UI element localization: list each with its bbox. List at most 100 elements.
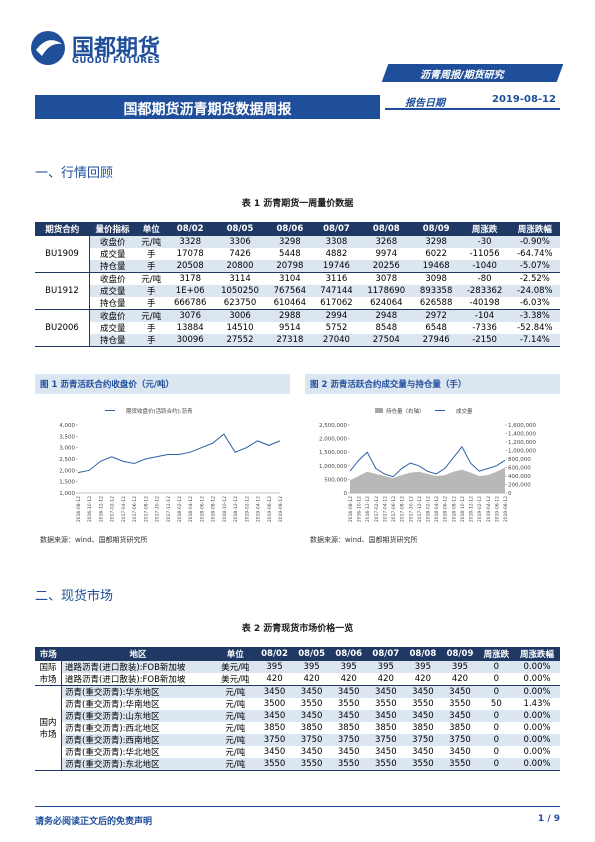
x-tick-label: 2018-12-12 <box>233 496 239 522</box>
table-cell: 持仓量 <box>89 297 136 310</box>
x-tick-label: 2018-02-12 <box>426 496 432 522</box>
table: 期货合约 量价指标 单位 08/02 08/05 08/06 08/07 08/08 08/09… <box>35 222 560 347</box>
footer-rule <box>35 806 560 807</box>
table-cell: 3450 <box>337 747 360 757</box>
table-row: BU1912 收盘价 元/吨 3178 3114 3104 3116 3078 3098 -80-… <box>35 272 560 310</box>
x-tick-label: 2018-12-12 <box>469 496 475 522</box>
table-cell: -7336 <box>472 323 497 333</box>
column-header: 08/08 <box>404 647 442 661</box>
table-cell: 0 <box>478 685 515 698</box>
table-cell: 手 <box>146 250 156 260</box>
table-cell: 420 <box>255 673 294 686</box>
table-cell: 9974 <box>375 249 398 259</box>
x-tick-label: 2017-10-12 <box>155 496 161 522</box>
table-cell: 收盘价 <box>100 275 126 285</box>
table-cell: 持仓量 <box>89 334 136 347</box>
table-cell: 420 <box>293 673 331 686</box>
table-cell: 3450 <box>330 685 368 698</box>
x-tick-label: 2018-04-12 <box>188 496 194 522</box>
table-cell: 3450 <box>441 685 479 698</box>
column-header: 周涨跌 <box>459 222 510 236</box>
y2-tick-label: 400,000 <box>508 474 531 480</box>
table-cell: 3450 <box>367 685 405 698</box>
x-tick-label: 2016-08-12 <box>76 496 82 522</box>
table-cell: 3450 <box>255 710 294 722</box>
table-cell: 3450 <box>449 747 471 757</box>
y-tick-label: 3,000 <box>59 446 75 452</box>
table-row: 国内市场 沥青(重交沥青):华东地区 元/吨 3450 3450 3450 3450 3450… <box>35 685 560 771</box>
table-cell: 美元/吨 <box>214 673 256 686</box>
table-cell: 0 <box>493 747 500 757</box>
header-row: 市场 地区 单位 08/02 08/05 08/06 08/07 08/08 08/09 周涨跌周… <box>35 647 560 661</box>
table-cell: 624064 <box>359 297 413 310</box>
table-cell: 1050250 <box>213 285 267 297</box>
table-cell: 3550 <box>449 699 471 709</box>
table-cell: 0 <box>478 673 515 686</box>
table-cell: 420 <box>330 673 368 686</box>
table-cell: 666786 <box>166 297 214 310</box>
table-cell: 27946 <box>412 334 460 347</box>
table-cell: -11056 <box>469 249 500 259</box>
table-cell: -40198 <box>459 297 510 310</box>
table-cell: 元/吨 <box>135 236 167 248</box>
table-cell: -6.03% <box>509 297 560 310</box>
group-label: BU2006 <box>35 309 90 347</box>
table-cell: 元/吨 <box>225 724 246 734</box>
group-label: 国内市场 <box>35 685 62 771</box>
table-cell: 617062 <box>313 297 360 310</box>
y2-tick-label: 800,000 <box>508 457 531 463</box>
table-cell: 3104 <box>279 274 301 284</box>
table-cell: 0.00% <box>514 685 560 698</box>
table-cell: 持仓量 <box>89 260 136 273</box>
x-tick-label: 2016-12-12 <box>365 496 371 522</box>
y2-tick-label: 200,000 <box>508 483 531 489</box>
column-header: 08/09 <box>441 647 479 661</box>
x-tick-label: 2016-10-12 <box>357 496 363 522</box>
table-cell: 道路沥青(进口散装):FOB新加坡 <box>61 661 215 673</box>
y-tick-label: 1,500 <box>59 480 75 486</box>
table-row: 成交量 手 17078 7426 5448 4882 9974 6022 -11056 -64.7… <box>35 248 560 260</box>
column-header: 08/06 <box>330 647 368 661</box>
table-cell: 沥青(重交沥青):西南地区 <box>61 734 215 746</box>
y-tick-label: 3,500 <box>59 434 75 440</box>
area <box>350 467 505 493</box>
table-cell: 1178690 <box>359 285 413 297</box>
header-row: 期货合约 量价指标 单位 08/02 08/05 08/06 08/07 08/08 08/09… <box>35 222 560 236</box>
table-row: 道路沥青(进口散装):FOB新加坡 美元/吨 420 420 420 420 420 420 0… <box>35 673 560 686</box>
table-cell: -0.90% <box>509 236 560 248</box>
table-cell: 元/吨 <box>214 685 256 698</box>
table-cell: 0 <box>478 734 515 746</box>
table-cell: 20800 <box>213 260 267 273</box>
table-cell: 0.00% <box>523 723 551 733</box>
table-cell: 3550 <box>255 758 294 771</box>
table-cell: 4882 <box>325 249 348 259</box>
table-row: 沥青(重交沥青):东北地区 元/吨 3550 3550 3550 3550 3550 3550… <box>35 758 560 771</box>
table-row: 沥青(重交沥青):华北地区 元/吨 3450 3450 3450 3450 3450 3450… <box>35 746 560 758</box>
table-cell: 27504 <box>359 334 413 347</box>
table-cell: -80 <box>477 274 492 284</box>
table-cell: 元/吨 <box>135 309 167 322</box>
column-header: 08/07 <box>313 222 360 236</box>
table-cell: 3306 <box>213 236 267 248</box>
column-header: 08/07 <box>367 647 405 661</box>
y-tick-label: 4,000 <box>59 423 75 429</box>
x-tick-label: 2018-08-12 <box>211 496 217 522</box>
table-cell: -3.38% <box>509 309 560 322</box>
table-caption: 表 1 沥青期货一周量价数据 <box>241 199 354 209</box>
group-label: BU1912 <box>35 272 90 310</box>
y2-tick-label: 1,600,000 <box>508 423 536 429</box>
table-cell: 3850 <box>263 723 286 733</box>
table-cell: 3450 <box>412 747 434 757</box>
table-cell: 420 <box>367 673 405 686</box>
table-cell: -52.84% <box>517 323 553 333</box>
table-cell: 手 <box>135 334 167 347</box>
table-cell: 3450 <box>374 747 397 757</box>
x-tick-label: 2019-08-12 <box>278 496 284 522</box>
column-header: 周涨跌幅 <box>509 222 560 236</box>
table-cell: 0.00% <box>514 661 560 673</box>
table-cell: 0 <box>478 710 515 722</box>
table-cell: 9514 <box>279 323 301 333</box>
y2-tick-label: 600,000 <box>508 466 531 472</box>
x-tick-label: 2017-04-12 <box>382 496 388 522</box>
figure-caption: 图 1 沥青活跃合约收盘价（元/吨） <box>40 380 174 390</box>
